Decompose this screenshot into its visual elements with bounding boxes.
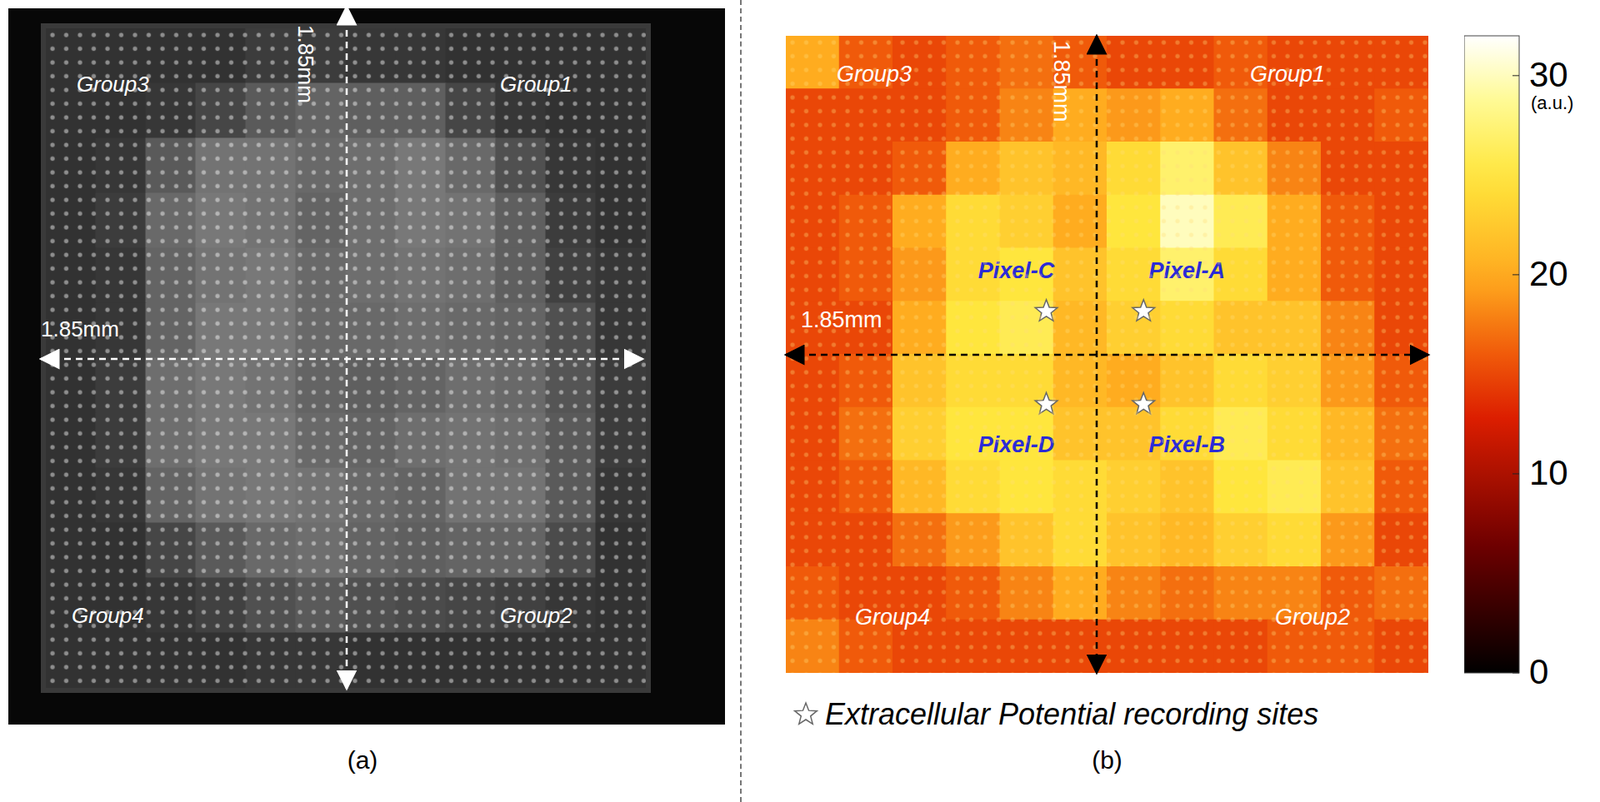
html-text:(a): (a) — [347, 746, 378, 775]
svg-text:0: 0 — [1529, 652, 1549, 692]
svg-text:Group2: Group2 — [500, 603, 573, 629]
svg-text:Group2: Group2 — [1275, 605, 1350, 630]
svg-text:1.85mm: 1.85mm — [293, 25, 319, 104]
svg-text:1.85mm: 1.85mm — [800, 307, 883, 333]
svg-text:20: 20 — [1529, 254, 1569, 294]
svg-text:Pixel-B: Pixel-B — [1148, 432, 1225, 458]
svg-text:1.85mm: 1.85mm — [40, 316, 120, 342]
svg-text:Group1: Group1 — [500, 71, 573, 97]
svg-text:Group1: Group1 — [1250, 61, 1325, 87]
svg-text:Pixel-A: Pixel-A — [1148, 258, 1225, 284]
svg-text:Group4: Group4 — [71, 603, 145, 629]
svg-text:Group3: Group3 — [836, 61, 912, 87]
svg-text:Pixel-C: Pixel-C — [978, 258, 1055, 284]
svg-text:Group3: Group3 — [76, 71, 150, 97]
svg-text:1.85mm: 1.85mm — [1049, 40, 1075, 123]
html-text:(b): (b) — [1091, 746, 1123, 775]
svg-text:(a.u.): (a.u.) — [1530, 92, 1574, 114]
svg-text:30: 30 — [1529, 55, 1569, 95]
svg-text:Group4: Group4 — [855, 605, 930, 630]
svg-text:10: 10 — [1529, 453, 1569, 493]
svg-text:Extracellular Potential record: Extracellular Potential recording sites — [825, 697, 1319, 732]
svg-text:Pixel-D: Pixel-D — [978, 432, 1055, 458]
